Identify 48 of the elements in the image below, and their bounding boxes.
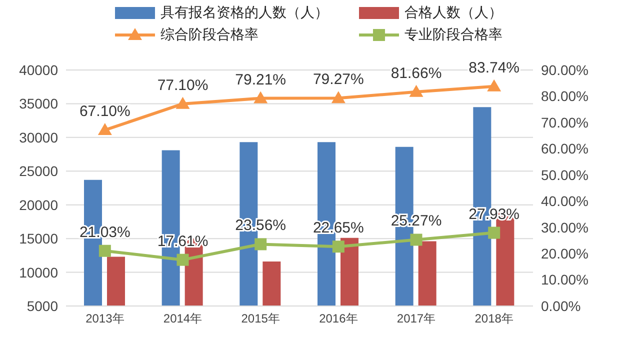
point — [410, 234, 422, 246]
y2-tick-label: 40.00% — [541, 193, 588, 210]
y2-tick-label: 60.00% — [541, 140, 588, 157]
y2-tick-label: 90.00% — [541, 62, 588, 78]
point — [409, 84, 424, 97]
point — [98, 123, 112, 136]
point — [254, 238, 267, 250]
data-label: 79.27% — [312, 71, 364, 88]
legend-label: 专业阶段合格率 — [404, 26, 502, 44]
point — [176, 254, 189, 266]
data-label: 17.61% — [157, 232, 208, 250]
point — [331, 91, 346, 104]
point — [487, 79, 502, 92]
point — [332, 240, 344, 253]
y2-tick-label: 0.00% — [541, 298, 581, 314]
y2-tick-label: 30.00% — [541, 219, 588, 236]
y-tick-label: 30000 — [19, 129, 58, 146]
point — [254, 91, 268, 104]
legend-label: 综合阶段合格率 — [160, 26, 258, 44]
point — [488, 226, 500, 239]
data-label: 79.21% — [235, 71, 286, 88]
point — [98, 244, 111, 257]
y-tick-label: 35000 — [19, 96, 58, 112]
legend-label: 具有报名资格的人数（人） — [160, 4, 328, 22]
y-tick-label: 15000 — [19, 230, 58, 247]
x-tick-label: 2015年 — [241, 312, 280, 326]
y2-tick-label: 50.00% — [541, 166, 588, 183]
x-tick-label: 2014年 — [163, 312, 202, 326]
point — [176, 96, 190, 109]
y2-tick-label: 70.00% — [541, 114, 588, 130]
y2-tick-label: 10.00% — [541, 272, 588, 288]
y-tick-label: 5000 — [26, 298, 58, 314]
data-label: 67.10% — [79, 103, 130, 120]
y2-tick-label: 80.00% — [541, 88, 588, 104]
y-tick-label: 20000 — [19, 196, 58, 213]
data-label: 77.10% — [157, 76, 208, 94]
data-label: 27.93% — [468, 206, 520, 223]
data-label: 81.66% — [390, 64, 442, 82]
y-tick-label: 10000 — [19, 264, 58, 280]
x-tick-label: 2017年 — [396, 312, 436, 326]
x-tick-label: 2018年 — [474, 312, 514, 326]
y-tick-label: 40000 — [19, 62, 58, 78]
x-tick-label: 2013年 — [86, 312, 124, 326]
data-label: 83.74% — [468, 59, 520, 76]
y-tick-label: 25000 — [19, 163, 58, 180]
legend-label: 合格人数（人） — [404, 4, 502, 22]
x-tick-label: 2016年 — [319, 312, 358, 326]
y2-tick-label: 20.00% — [541, 246, 588, 262]
